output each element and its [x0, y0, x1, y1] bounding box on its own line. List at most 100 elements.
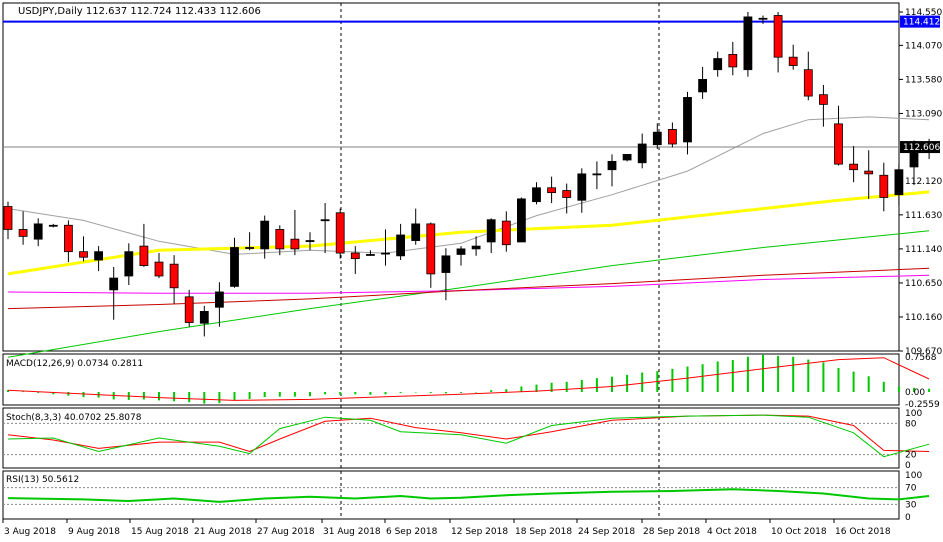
macd-bar-26	[399, 392, 402, 393]
macd-bar-41	[626, 374, 629, 393]
rsi-tick-label-1: 70	[905, 484, 917, 494]
candle-body-43	[652, 131, 662, 146]
macd-bar-35	[535, 384, 538, 393]
candle-body-19	[290, 238, 300, 250]
macd-bar-55	[837, 367, 840, 393]
date-tick-label-4: 27 Aug 2018	[257, 527, 315, 537]
macd-bar-18	[278, 392, 281, 397]
macd-tick-label-1: 0.00	[905, 388, 925, 398]
candle-body-35	[532, 187, 541, 203]
candle-body-51	[773, 15, 783, 58]
date-tick-label-5: 31 Aug 2018	[323, 527, 381, 537]
macd-bar-48	[731, 360, 734, 393]
price-tick-label-1: 114.070	[905, 41, 942, 51]
candle-body-40	[607, 160, 617, 171]
macd-bar-61	[928, 388, 931, 393]
candle-body-23	[350, 252, 360, 260]
macd-bar-54	[822, 362, 825, 393]
candle-body-7	[109, 277, 119, 291]
candle-body-24	[365, 254, 375, 256]
macd-bar-50	[762, 354, 764, 393]
candle-body-2	[33, 223, 43, 240]
panel-frame-rsi	[2, 470, 900, 520]
macd-bar-51	[777, 355, 780, 393]
candle-body-54	[819, 94, 828, 105]
stoch-tick-label-0: 100	[905, 409, 922, 419]
date-tick-label-12: 10 Oct 2018	[771, 527, 827, 537]
candle-body-26	[396, 234, 406, 257]
candle-body-39	[592, 173, 602, 176]
candle-body-11	[169, 263, 179, 289]
candle-body-1	[18, 229, 28, 237]
macd-bar-9	[142, 392, 145, 400]
rsi-line	[7, 488, 930, 503]
candle-body-10	[154, 261, 164, 277]
price-tick-label-0: 114.550	[905, 8, 942, 18]
candle-body-44	[668, 129, 677, 145]
macd-bar-40	[611, 376, 613, 393]
rsi-panel: RSI(13) 50.5612	[3, 475, 930, 505]
candle-body-31	[471, 245, 481, 250]
ma-red-line	[7, 267, 930, 310]
resistance-price-box	[900, 15, 940, 28]
price-tick-label-3: 113.090	[905, 109, 942, 119]
rsi-label: RSI(13) 50.5612	[6, 475, 79, 485]
candle-body-12	[184, 296, 194, 323]
macd-bar-16	[248, 392, 251, 399]
macd-bar-10	[158, 392, 160, 401]
date-tick-label-7: 12 Sep 2018	[451, 527, 508, 537]
price-tick-label-6: 111.140	[905, 245, 942, 255]
panel-frame-macd	[2, 353, 900, 406]
candle-body-22	[335, 212, 345, 254]
macd-bar-32	[490, 390, 493, 393]
candle-body-57	[864, 170, 874, 175]
macd-bar-20	[309, 392, 311, 397]
candle-body-30	[456, 248, 466, 255]
symbol-header: USDJPY,Daily 112.637 112.724 112.433 112…	[18, 6, 261, 17]
candle-body-14	[214, 291, 224, 308]
date-tick-label-2: 15 Aug 2018	[131, 527, 189, 537]
candle-body-52	[788, 56, 798, 66]
candle-body-6	[94, 251, 103, 261]
candle-body-15	[230, 247, 239, 287]
grid-lines	[2, 2, 900, 520]
candle-body-56	[849, 163, 858, 171]
ma-gray-line	[7, 116, 930, 255]
rsi-tick-label-3: 0	[905, 513, 911, 523]
candle-body-33	[501, 220, 511, 246]
macd-bar-53	[807, 359, 810, 393]
stoch-tick-label-3: 0	[905, 461, 911, 471]
macd-bar-14	[218, 392, 221, 404]
macd-bar-27	[414, 392, 417, 393]
macd-bar-42	[641, 372, 644, 393]
macd-bar-1	[22, 391, 25, 393]
macd-bar-39	[595, 378, 598, 393]
price-panel: USDJPY,Daily 112.637 112.724 112.433 112…	[3, 6, 934, 358]
ma-yellow-line	[7, 190, 930, 276]
price-tick-label-7: 110.650	[905, 279, 942, 289]
macd-bar-30	[460, 392, 462, 393]
macd-bar-45	[686, 366, 689, 393]
macd-bar-33	[505, 389, 508, 393]
date-tick-label-8: 18 Sep 2018	[515, 527, 572, 537]
macd-bar-5	[82, 392, 85, 398]
rsi-tick-label-2: 30	[905, 500, 917, 510]
candle-body-49	[743, 16, 753, 71]
candle-body-46	[698, 79, 707, 93]
candle-body-45	[683, 97, 692, 143]
candle-body-28	[426, 223, 436, 275]
candle-body-47	[713, 58, 723, 71]
ma-green-line	[7, 230, 930, 358]
candle-body-8	[124, 251, 134, 277]
candle-body-32	[486, 219, 496, 243]
macd-bar-44	[671, 368, 674, 393]
macd-label: MACD(12,26,9) 0.0734 0.2811	[6, 359, 143, 369]
rsi-tick-label-0: 100	[905, 471, 922, 481]
macd-bar-38	[580, 379, 583, 393]
current-price-label: 112.606	[903, 143, 940, 153]
macd-bar-11	[173, 392, 176, 402]
macd-bar-4	[67, 392, 70, 396]
candle-body-37	[562, 190, 572, 198]
price-tick-label-8: 110.160	[905, 313, 942, 323]
price-tick-label-2: 113.580	[905, 75, 942, 85]
